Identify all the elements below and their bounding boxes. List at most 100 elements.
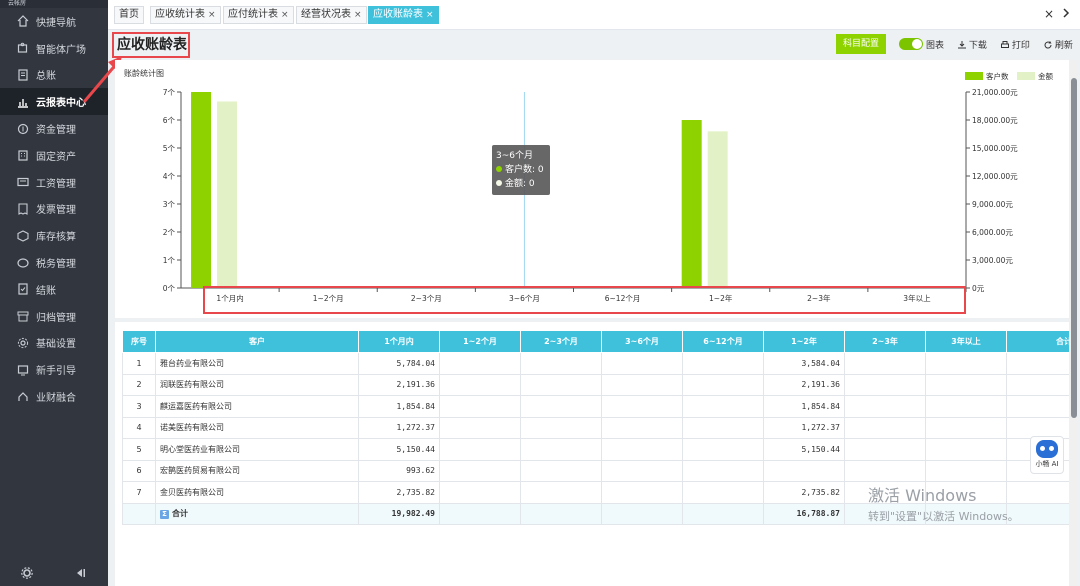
empty-row: [123, 546, 1070, 568]
sidebar-item-11[interactable]: 归档管理: [0, 303, 108, 330]
sidebar-footer: [0, 566, 108, 580]
empty-cell: [123, 525, 1070, 547]
sidebar-item-0[interactable]: 快捷导航: [0, 8, 108, 35]
sidebar-item-label: 新手引导: [36, 366, 76, 378]
bar-amount: [707, 131, 728, 288]
tooltip-title: 3~6个月: [496, 151, 533, 161]
sidebar-item-5[interactable]: 固定资产: [0, 142, 108, 169]
tab-2[interactable]: 应付统计表 ×: [223, 6, 294, 24]
total-cell: [844, 502, 926, 525]
table-body: 1雅台药业有限公司5,784.043,584.049,32润联医药有限公司2,1…: [122, 352, 1070, 586]
y-left-tick-label: 6个: [163, 116, 176, 125]
column-header[interactable]: 1~2个月: [439, 330, 521, 353]
sidebar-item-4[interactable]: 资金管理: [0, 115, 108, 142]
refresh-label: 刷新: [1054, 41, 1073, 51]
table-cell: 2,191.36: [358, 373, 440, 396]
column-header[interactable]: 2~3个月: [520, 330, 602, 353]
chart-icon: [16, 95, 30, 109]
tab-label: 应付统计表: [228, 9, 278, 20]
y-left-tick-label: 3个: [163, 200, 176, 209]
x-tick-label: 1~2年: [709, 293, 733, 303]
tab-close-icon[interactable]: ×: [281, 10, 289, 20]
legend-label-1: 金额: [1038, 71, 1054, 81]
column-header[interactable]: 1~2年: [763, 330, 845, 353]
table-cell: [520, 438, 602, 461]
tab-close-icon[interactable]: ×: [208, 10, 216, 20]
scrollbar-thumb[interactable]: [1071, 78, 1077, 418]
sidebar-item-13[interactable]: 新手引导: [0, 356, 108, 383]
chart-title: 账龄统计图: [124, 68, 164, 78]
tab-label: 应收账龄表: [373, 9, 423, 20]
sidebar-item-12[interactable]: 基础设置: [0, 330, 108, 357]
sidebar-item-1[interactable]: 智能体广场: [0, 35, 108, 62]
home-icon: [16, 14, 30, 28]
column-header[interactable]: 序号: [122, 330, 156, 353]
x-tick-label: 2~3个月: [411, 294, 442, 303]
y-right-tick-label: 0元: [972, 284, 985, 293]
sidebar-item-label: 归档管理: [36, 312, 76, 324]
download-button[interactable]: 下载: [958, 38, 987, 51]
sidebar-item-label: 智能体广场: [36, 44, 86, 56]
column-header[interactable]: 2~3年: [844, 330, 926, 353]
settings-gear-icon[interactable]: [20, 566, 34, 580]
tab-label: 应收统计表: [155, 9, 205, 20]
table-row[interactable]: 6 宏鹊医药贸易有限公司 993.62: [122, 459, 1069, 482]
sidebar-item-7[interactable]: 发票管理: [0, 196, 108, 223]
column-header[interactable]: 3年以上: [925, 330, 1007, 353]
sidebar-item-8[interactable]: 库存核算: [0, 222, 108, 249]
sidebar-item-9[interactable]: 税务管理: [0, 249, 108, 276]
tab-0[interactable]: 首页: [114, 6, 144, 24]
sidebar-item-label: 结账: [36, 285, 56, 297]
table-cell: 4,3: [1006, 373, 1069, 396]
windows-activation-watermark: 激活 Windows 转到"设置"以激活 Windows。: [868, 482, 1019, 524]
invoice-icon: [16, 202, 30, 216]
column-header[interactable]: 6~12个月: [682, 330, 764, 353]
box-icon: [16, 229, 30, 243]
table-cell: 993.62: [358, 459, 440, 482]
x-tick-label: 3年以上: [903, 293, 931, 303]
column-header[interactable]: 合计: [1006, 330, 1069, 353]
refresh-button[interactable]: 刷新: [1044, 38, 1073, 51]
table-row[interactable]: 5 明心堂医药业有限公司 5,150.44 5,150.44: [122, 438, 1069, 461]
refresh-icon: [1044, 41, 1052, 49]
sidebar-nav: 快捷导航 智能体广场 总账 云报表中心 资金管理 固定资产 工资管理 发票管理 库存核算 税务管理…: [0, 8, 108, 410]
column-header[interactable]: 1个月内: [358, 330, 440, 353]
table-cell: 9,3: [1006, 352, 1069, 375]
tab-4[interactable]: 应收账龄表 ×: [368, 6, 439, 24]
collapse-sidebar-icon[interactable]: [74, 566, 88, 580]
total-cell: [520, 502, 602, 525]
print-button[interactable]: 打印: [1001, 38, 1030, 51]
column-header[interactable]: 客户: [155, 330, 359, 353]
sidebar-item-label: 税务管理: [36, 259, 76, 271]
table-cell: [682, 459, 764, 482]
vertical-scrollbar[interactable]: [1070, 60, 1078, 586]
more-icon[interactable]: [1062, 7, 1070, 22]
x-tick-label: 2~3年: [807, 293, 831, 303]
sidebar-item-10[interactable]: 结账: [0, 276, 108, 303]
tab-close-icon[interactable]: ×: [426, 10, 434, 20]
table-cell: 1,854.84: [763, 395, 845, 418]
tab-bar: 首页 应收统计表 × 应付统计表 × 经营状况表 × 应收账龄表 × ×: [108, 0, 1080, 30]
tab-close-icon[interactable]: ×: [354, 10, 362, 20]
total-cell: 36,77: [1006, 502, 1069, 525]
column-header[interactable]: 3~6个月: [601, 330, 683, 353]
sidebar-item-14[interactable]: 业财融合: [0, 383, 108, 410]
table-cell: [925, 352, 1007, 375]
chart-toggle[interactable]: [899, 38, 923, 50]
close-icon[interactable]: ×: [1044, 7, 1055, 21]
tab-3[interactable]: 经营状况表 ×: [296, 6, 367, 24]
print-icon: [1001, 41, 1009, 48]
table-cell: [601, 395, 683, 418]
sidebar-item-2[interactable]: 总账: [0, 62, 108, 89]
x-tick-label: 1~2个月: [313, 294, 344, 303]
sidebar-item-6[interactable]: 工资管理: [0, 169, 108, 196]
ai-assistant-button[interactable]: 小畅 AI: [1030, 436, 1064, 474]
tab-1[interactable]: 应收统计表 ×: [150, 6, 221, 24]
subject-config-button[interactable]: 科目配置: [836, 34, 886, 54]
